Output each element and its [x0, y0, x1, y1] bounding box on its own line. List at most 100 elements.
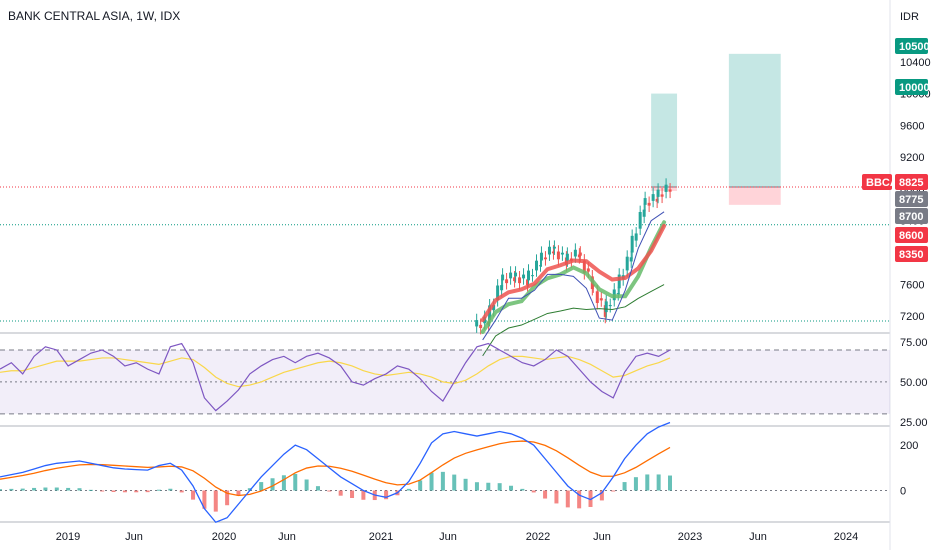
candle-body[interactable] [522, 274, 526, 279]
candle-body[interactable] [647, 202, 651, 206]
candle-body[interactable] [513, 277, 517, 282]
price-tag-label: 8775 [899, 194, 923, 206]
macd-histogram-bar [452, 474, 457, 491]
candle-body[interactable] [616, 293, 620, 295]
candle-body[interactable] [642, 209, 646, 217]
take-profit-zone[interactable] [728, 53, 781, 187]
macd-histogram-bar [327, 490, 332, 492]
price-tag-8775[interactable] [895, 191, 928, 207]
time-axis-tick-label: 2019 [56, 531, 80, 543]
time-axis-tick-label: Jun [749, 531, 767, 543]
candle-body[interactable] [617, 274, 621, 289]
candle-body[interactable] [586, 268, 590, 272]
candle-body[interactable] [591, 284, 595, 287]
candle-body[interactable] [664, 184, 668, 192]
candle-body[interactable] [625, 256, 629, 271]
candle-body[interactable] [505, 279, 509, 284]
candle-body[interactable] [578, 252, 582, 256]
candle-body[interactable] [539, 252, 543, 261]
take-profit-zone[interactable] [651, 93, 678, 187]
candle-body[interactable] [630, 235, 634, 253]
macd-histogram-bar [270, 478, 275, 491]
candle-body[interactable] [526, 279, 530, 286]
grid-layer [0, 0, 891, 550]
candle-body[interactable] [655, 198, 659, 202]
price-tag-8700[interactable] [895, 208, 928, 224]
candle-body[interactable] [475, 320, 479, 327]
candle-body[interactable] [660, 194, 664, 197]
macd-histogram-bar [577, 490, 582, 509]
macd-histogram-bar [645, 474, 650, 491]
candle-body[interactable] [547, 246, 551, 255]
candle-body[interactable] [496, 285, 500, 301]
macd-histogram-bar [440, 471, 445, 491]
candle-body[interactable] [629, 257, 633, 262]
price-tag-label: BBCA [866, 177, 898, 189]
candle-body[interactable] [552, 246, 556, 249]
candle-body[interactable] [501, 274, 505, 281]
price-axis-tick-label: 7200 [900, 311, 924, 323]
candle-body[interactable] [604, 301, 608, 313]
macd-histogram-bar [225, 490, 230, 506]
candle-body[interactable] [634, 233, 638, 241]
stop-loss-zone[interactable] [728, 186, 781, 205]
price-tag-8825[interactable] [895, 174, 928, 190]
price-tag-10000[interactable] [895, 79, 928, 95]
candle-body[interactable] [668, 189, 672, 192]
candle-body[interactable] [479, 324, 483, 329]
candle-body[interactable] [535, 260, 538, 271]
currency-label: IDR [900, 11, 919, 23]
macd-histogram-bar [599, 490, 604, 501]
macd-histogram-bar [100, 490, 105, 492]
price-tag-10500[interactable] [895, 38, 928, 54]
candle-body[interactable] [560, 252, 564, 255]
candle-body[interactable] [492, 304, 496, 311]
price-tag-8600[interactable] [895, 227, 928, 243]
macd-histogram-bar [418, 480, 423, 491]
macd-histogram-bar [611, 490, 616, 492]
price-panel[interactable] [0, 53, 890, 357]
macd-axis-tick-label: 0 [900, 486, 906, 498]
macd-signal-line [0, 440, 671, 497]
rsi-axis-tick-label: 50.00 [900, 377, 928, 389]
macd-panel[interactable] [0, 421, 890, 524]
candle-body[interactable] [643, 198, 647, 205]
candle-body[interactable] [518, 277, 522, 284]
candle-body[interactable] [582, 260, 586, 274]
candle-body[interactable] [638, 211, 642, 229]
candle-body[interactable] [608, 304, 612, 307]
candle-body[interactable] [539, 265, 542, 267]
candle-body[interactable] [543, 257, 547, 260]
candle-body[interactable] [527, 270, 530, 281]
candle-body[interactable] [577, 254, 581, 258]
macd-histogram-bar [66, 487, 71, 491]
macd-histogram-bar [361, 490, 366, 500]
ma-red-band [480, 223, 667, 323]
candle-body[interactable] [551, 251, 555, 254]
rsi-panel[interactable] [0, 342, 890, 415]
candle-body[interactable] [656, 189, 660, 197]
time-axis-tick-label: Jun [125, 531, 143, 543]
candle-body[interactable] [500, 285, 504, 291]
candle-body[interactable] [514, 272, 518, 277]
macd-histogram-bar [213, 490, 218, 512]
macd-line [0, 421, 671, 524]
macd-histogram-bar [111, 490, 116, 493]
macd-histogram-bar [88, 489, 93, 491]
candle-body[interactable] [531, 275, 534, 277]
macd-histogram-bar [406, 488, 411, 491]
candle-body[interactable] [556, 251, 560, 260]
macd-histogram-bar [622, 482, 627, 491]
macd-histogram-bar [122, 490, 127, 493]
ma-slow-line [482, 284, 665, 357]
price-tag-BBCA[interactable] [862, 174, 892, 190]
candle-body[interactable] [651, 194, 655, 201]
price-tag-8350[interactable] [895, 246, 928, 262]
candle-body[interactable] [599, 298, 603, 301]
candle-body[interactable] [595, 291, 599, 303]
candle-body[interactable] [565, 253, 569, 261]
stop-loss-zone[interactable] [651, 186, 678, 191]
macd-histogram-bar [656, 474, 661, 491]
candle-body[interactable] [509, 272, 513, 279]
candle-body[interactable] [573, 249, 577, 257]
